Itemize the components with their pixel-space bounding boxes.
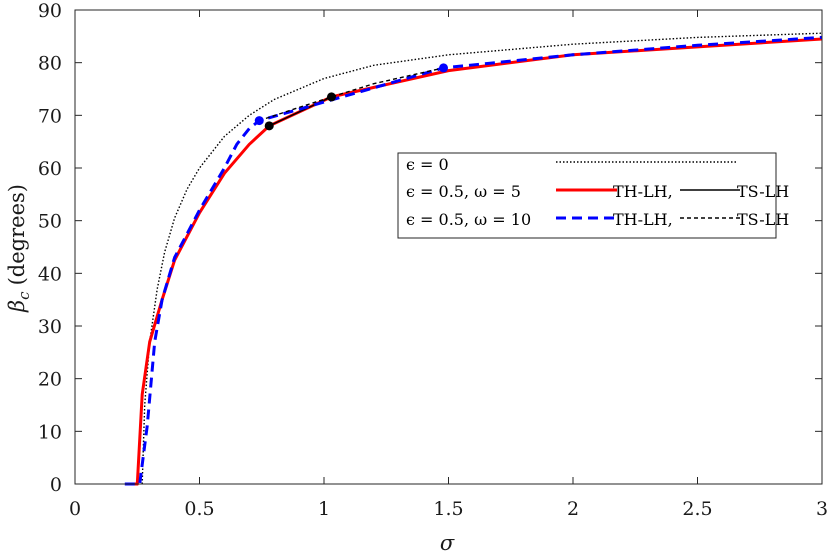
x-tick-label: 0.5 bbox=[184, 498, 214, 520]
legend-label-w10: ϵ = 0.5, ω = 10 bbox=[406, 210, 531, 229]
x-tick-label: 1.5 bbox=[433, 498, 463, 520]
series-line-w10_th bbox=[124, 35, 823, 486]
y-tick-label: 50 bbox=[38, 211, 62, 233]
y-axis-label-subscript: c bbox=[15, 291, 33, 300]
y-tick-label: 40 bbox=[38, 263, 62, 285]
x-axis-label: σ bbox=[440, 531, 455, 555]
y-tick-label: 80 bbox=[38, 53, 62, 75]
y-tick-label: 30 bbox=[38, 316, 62, 338]
axis-ticks bbox=[74, 9, 823, 485]
x-tick-label: 0 bbox=[69, 498, 81, 520]
legend-th-label-w10: TH-LH, bbox=[613, 210, 673, 229]
x-tick-label: 1 bbox=[318, 498, 330, 520]
x-tick-label: 2 bbox=[567, 498, 579, 520]
series-line-w5_th bbox=[129, 37, 823, 486]
x-tick-label: 3 bbox=[816, 498, 828, 520]
plot-markers bbox=[254, 63, 449, 131]
y-tick-label: 0 bbox=[50, 474, 62, 496]
data-point-marker-0 bbox=[264, 121, 274, 131]
series-line-eps0 bbox=[141, 32, 823, 485]
y-tick-label: 20 bbox=[38, 369, 62, 391]
y-axis-label-symbol: β bbox=[5, 300, 29, 313]
data-point-marker-1 bbox=[326, 92, 336, 102]
data-point-marker-2 bbox=[254, 116, 264, 126]
x-tick-label: 2.5 bbox=[682, 498, 712, 520]
plot-series bbox=[124, 32, 823, 486]
y-tick-label: 70 bbox=[38, 105, 62, 127]
legend-label-eps0: ϵ = 0 bbox=[406, 155, 449, 174]
legend: ϵ = 0 ϵ = 0.5, ω = 5 TH-LH, TS-LH ϵ = 0.… bbox=[397, 152, 789, 239]
legend-label-w5: ϵ = 0.5, ω = 5 bbox=[406, 182, 521, 201]
y-tick-label: 10 bbox=[38, 421, 62, 443]
y-tick-label: 90 bbox=[38, 0, 62, 22]
y-axis-label-unit: (degrees) bbox=[5, 184, 29, 285]
data-point-marker-3 bbox=[439, 63, 449, 73]
legend-ts-label-w10: TS-LH bbox=[737, 210, 789, 229]
y-tick-label: 60 bbox=[38, 158, 62, 180]
y-axis-label: βc (degrees) bbox=[5, 184, 33, 313]
legend-th-label-w5: TH-LH, bbox=[613, 182, 673, 201]
legend-box bbox=[397, 152, 777, 239]
legend-ts-label-w5: TS-LH bbox=[737, 182, 789, 201]
